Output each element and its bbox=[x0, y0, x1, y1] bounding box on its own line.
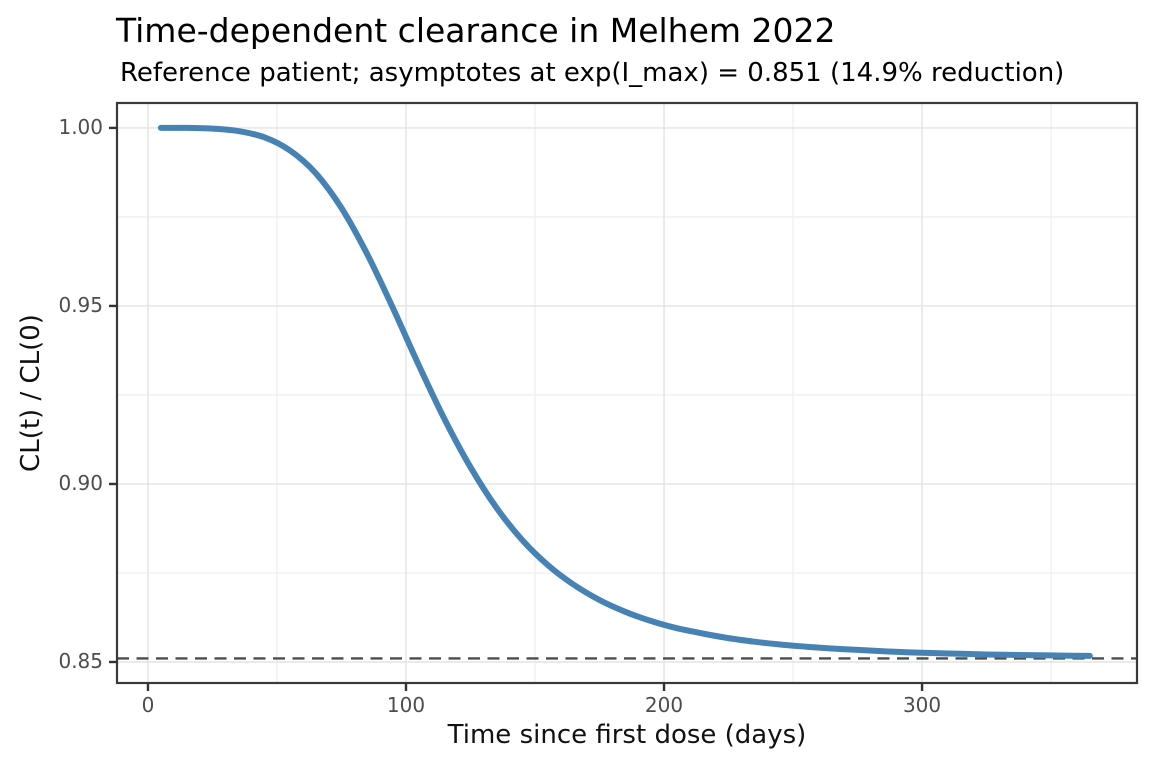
y-tick-label: 1.00 bbox=[58, 114, 103, 139]
panel-border bbox=[115, 101, 1139, 685]
y-tick-label: 0.95 bbox=[58, 292, 103, 317]
y-axis-title: CL(t) / CL(0) bbox=[16, 314, 46, 472]
y-tick-label: 0.90 bbox=[58, 470, 103, 495]
x-axis-title: Time since first dose (days) bbox=[447, 720, 807, 750]
chart-title: Time-dependent clearance in Melhem 2022 bbox=[116, 11, 836, 50]
x-tick-label: 100 bbox=[386, 693, 426, 717]
x-tick-label: 200 bbox=[644, 693, 684, 717]
chart-subtitle: Reference patient; asymptotes at exp(I_m… bbox=[120, 58, 1065, 88]
x-tick-label: 300 bbox=[902, 693, 942, 717]
y-tick-label: 0.85 bbox=[58, 648, 103, 673]
clearance-curve bbox=[157, 124, 1093, 659]
x-tick-label: 0 bbox=[141, 693, 155, 717]
